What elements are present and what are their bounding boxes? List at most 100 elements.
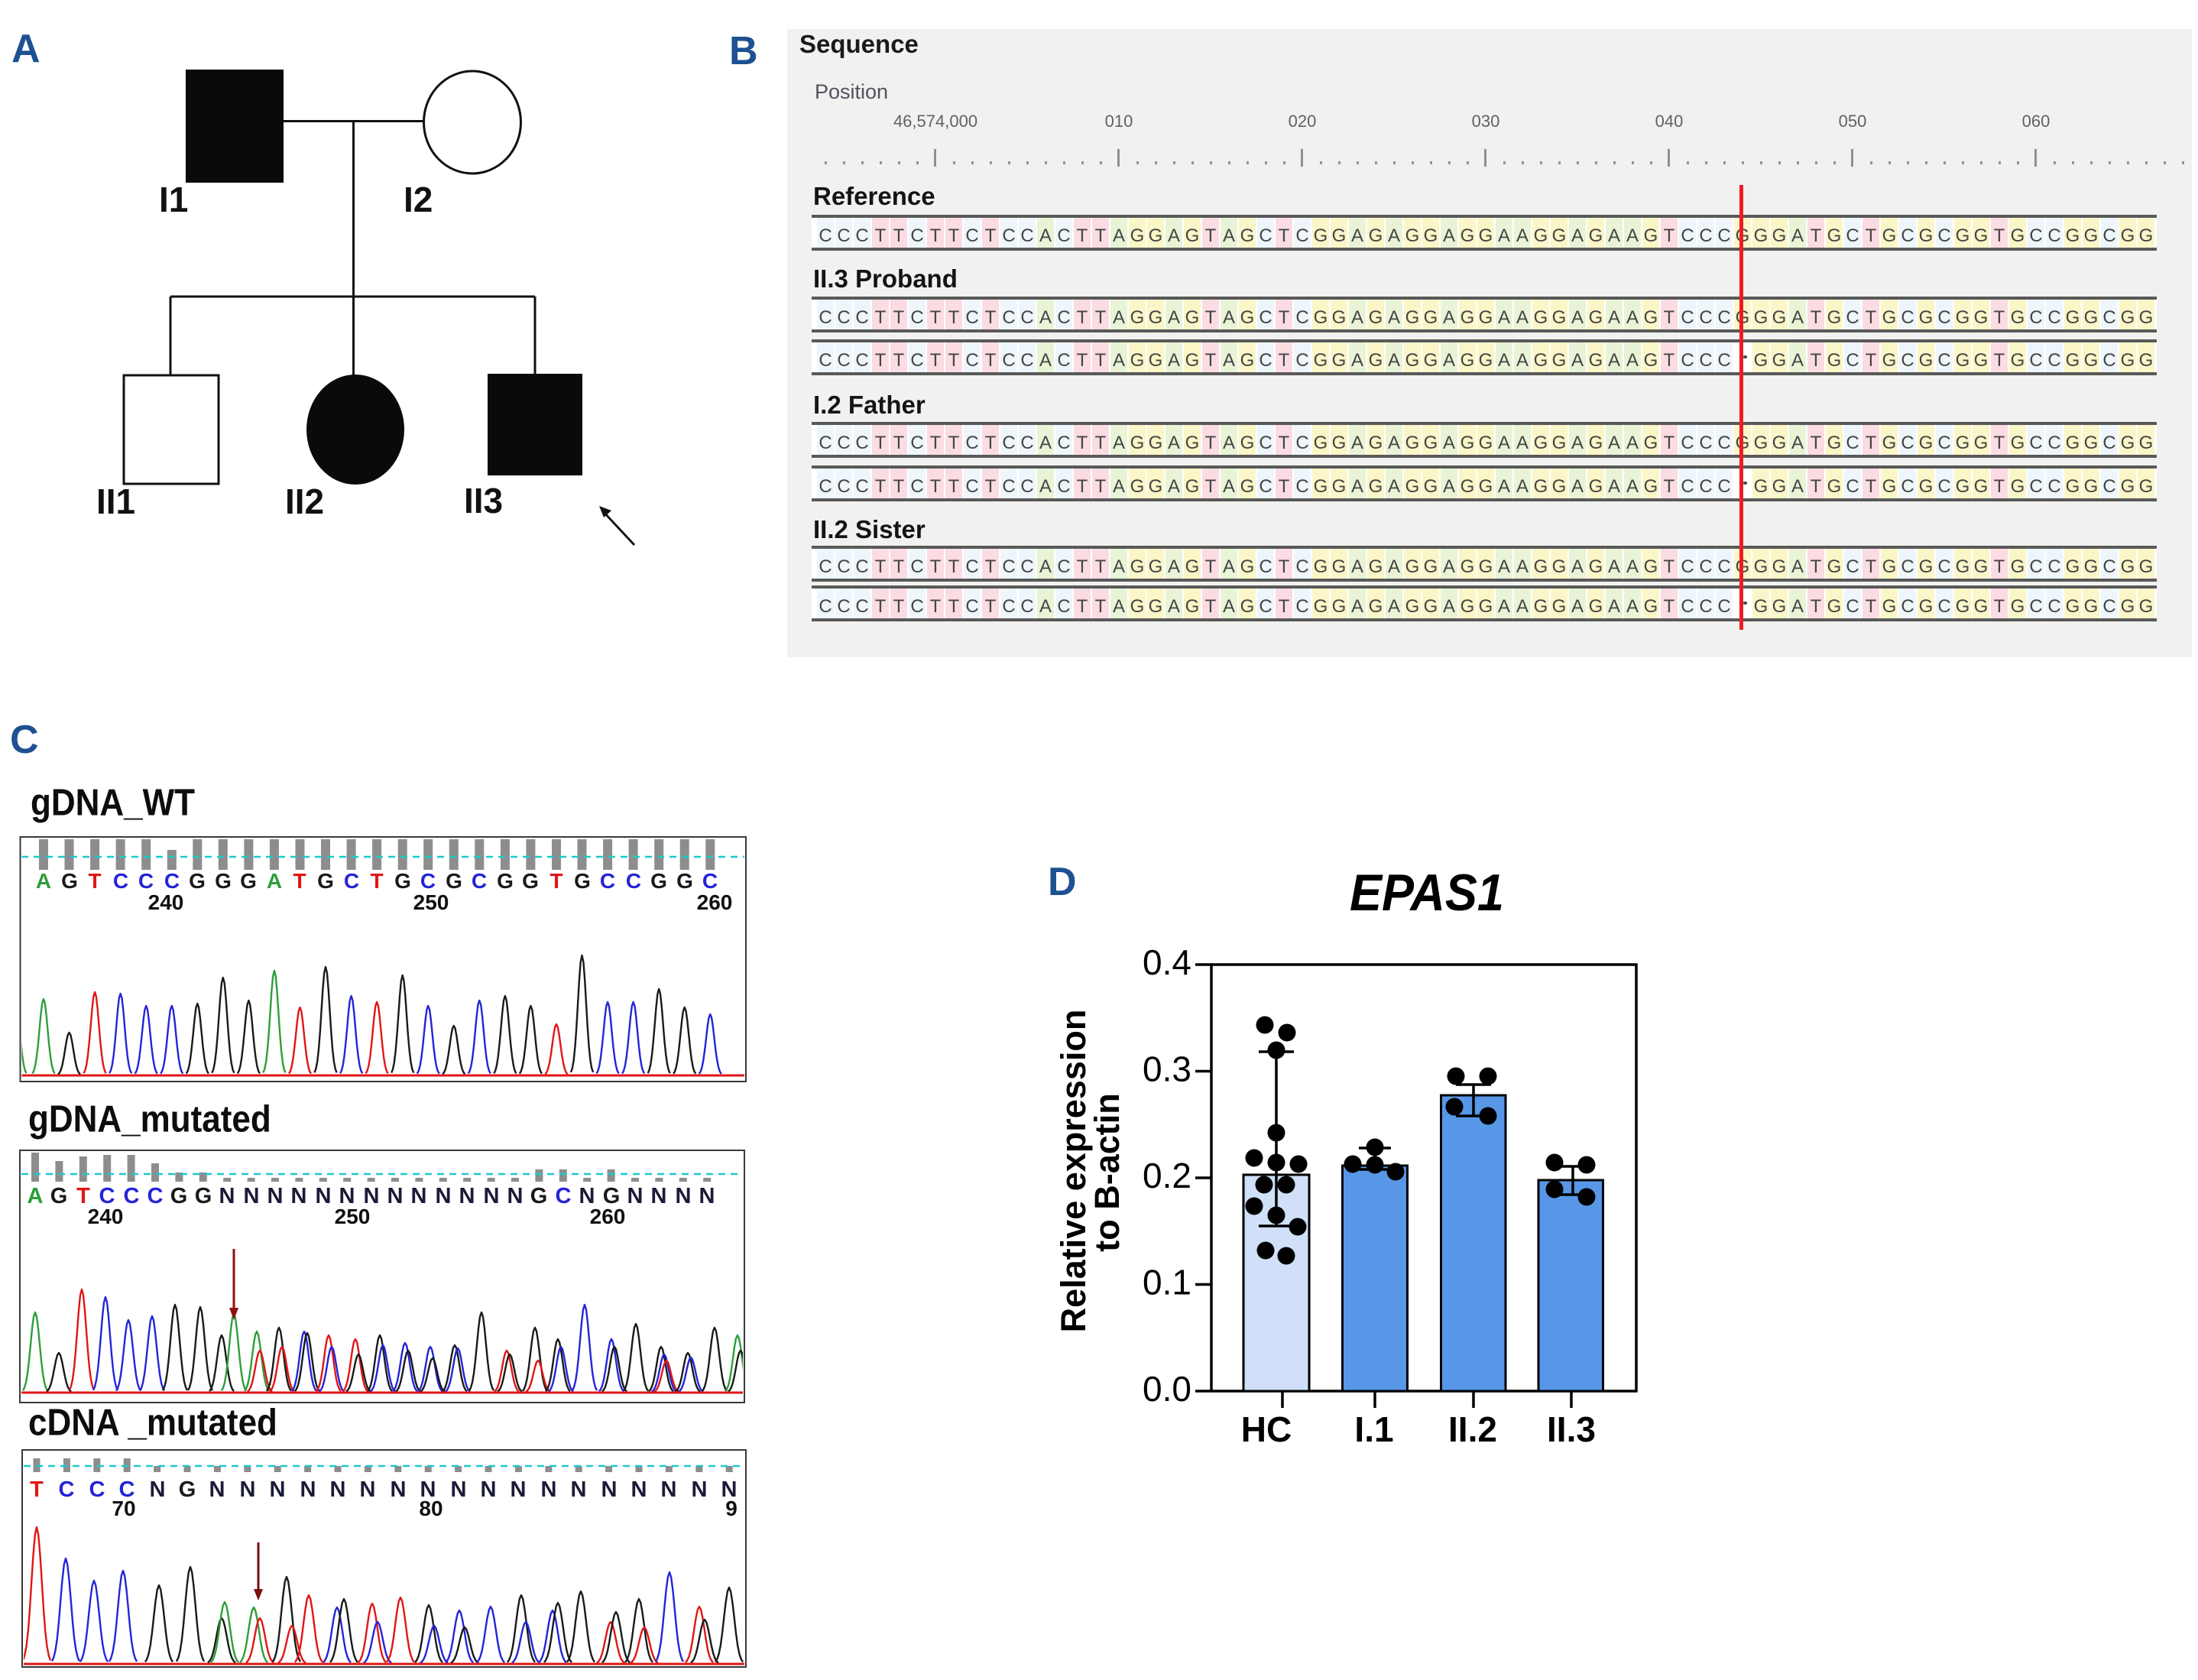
- svg-text:N: N: [240, 1477, 256, 1502]
- svg-text:G: G: [189, 869, 206, 893]
- svg-text:N: N: [219, 1184, 235, 1208]
- svg-text:N: N: [150, 1477, 166, 1502]
- svg-text:C: C: [89, 1477, 105, 1502]
- svg-text:N: N: [507, 1184, 524, 1208]
- svg-text:EPAS1: EPAS1: [1350, 864, 1504, 921]
- svg-text:N: N: [244, 1184, 260, 1208]
- svg-text:G: G: [650, 869, 667, 893]
- svg-text:N: N: [411, 1184, 427, 1208]
- svg-text:N: N: [391, 1477, 407, 1502]
- svg-text:C: C: [420, 869, 436, 893]
- svg-text:C: C: [113, 869, 128, 893]
- svg-text:G: G: [170, 1184, 188, 1208]
- svg-text:N: N: [420, 1477, 436, 1502]
- svg-text:I1: I1: [159, 180, 188, 219]
- svg-text:C: C: [600, 869, 615, 893]
- svg-text:T: T: [370, 869, 383, 893]
- svg-text:G: G: [195, 1184, 212, 1208]
- svg-text:C: C: [344, 869, 359, 893]
- svg-text:N: N: [316, 1184, 332, 1208]
- svg-text:N: N: [451, 1477, 467, 1502]
- svg-text:D: D: [1048, 860, 1077, 904]
- svg-text:II1: II1: [96, 482, 135, 521]
- svg-text:B: B: [729, 29, 758, 73]
- svg-text:N: N: [300, 1477, 316, 1502]
- svg-text:C: C: [164, 869, 180, 893]
- svg-text:T: T: [88, 869, 101, 893]
- svg-text:N: N: [511, 1477, 527, 1502]
- svg-text:HC: HC: [1241, 1409, 1292, 1449]
- svg-text:N: N: [541, 1477, 557, 1502]
- svg-text:A: A: [3, 869, 18, 893]
- svg-text:T: T: [30, 1477, 44, 1502]
- svg-text:N: N: [330, 1477, 346, 1502]
- svg-text:C: C: [99, 1184, 115, 1208]
- svg-text:N: N: [481, 1477, 497, 1502]
- svg-text:N: N: [459, 1184, 475, 1208]
- svg-text:N: N: [267, 1184, 284, 1208]
- svg-text:gDNA_WT: gDNA_WT: [31, 781, 195, 823]
- svg-text:to B-actin: to B-actin: [1088, 1093, 1127, 1252]
- svg-text:II.2: II.2: [1448, 1409, 1497, 1449]
- svg-text:II2: II2: [285, 482, 324, 521]
- svg-text:G: G: [179, 1477, 196, 1502]
- svg-text:C: C: [124, 1184, 140, 1208]
- svg-text:T: T: [76, 1184, 90, 1208]
- svg-text:G: G: [497, 869, 514, 893]
- svg-text:C: C: [626, 869, 641, 893]
- svg-text:260: 260: [697, 890, 733, 914]
- svg-text:C: C: [472, 869, 487, 893]
- svg-text:C: C: [59, 1477, 75, 1502]
- svg-text:A: A: [36, 869, 51, 893]
- svg-text:G: G: [215, 869, 232, 893]
- svg-text:G: G: [676, 869, 693, 893]
- svg-text:N: N: [484, 1184, 500, 1208]
- svg-text:250: 250: [335, 1205, 371, 1228]
- svg-text:250: 250: [413, 890, 449, 914]
- svg-text:G: G: [317, 869, 334, 893]
- svg-text:G: G: [574, 869, 591, 893]
- svg-text:N: N: [699, 1184, 715, 1208]
- svg-text:N: N: [631, 1477, 647, 1502]
- svg-text:240: 240: [88, 1205, 124, 1228]
- svg-text:T: T: [293, 869, 306, 893]
- svg-text:N: N: [579, 1184, 595, 1208]
- svg-text:C: C: [556, 1184, 572, 1208]
- svg-text:G: G: [50, 1184, 68, 1208]
- svg-text:0.0: 0.0: [1143, 1369, 1191, 1409]
- svg-text:260: 260: [590, 1205, 626, 1228]
- svg-text:0.2: 0.2: [1143, 1156, 1191, 1195]
- svg-text:N: N: [661, 1477, 677, 1502]
- svg-text:0.4: 0.4: [1143, 942, 1191, 982]
- svg-text:9: 9: [725, 1497, 738, 1520]
- svg-text:G: G: [603, 1184, 621, 1208]
- svg-text:G: G: [522, 869, 539, 893]
- svg-text:N: N: [692, 1477, 708, 1502]
- svg-text:Relative expression: Relative expression: [1054, 1010, 1093, 1333]
- svg-text:G: G: [61, 869, 78, 893]
- svg-text:C: C: [138, 869, 154, 893]
- svg-text:C: C: [119, 1477, 135, 1502]
- svg-text:G: G: [446, 869, 462, 893]
- svg-text:N: N: [627, 1184, 644, 1208]
- svg-text:II.3: II.3: [1547, 1409, 1596, 1449]
- svg-text:N: N: [339, 1184, 355, 1208]
- svg-text:N: N: [291, 1184, 307, 1208]
- svg-text:A: A: [267, 869, 282, 893]
- svg-text:G: G: [394, 869, 411, 893]
- svg-text:cDNA _mutated: cDNA _mutated: [28, 1401, 277, 1443]
- svg-text:N: N: [721, 1477, 738, 1502]
- svg-text:II3: II3: [464, 481, 503, 521]
- svg-text:C: C: [702, 869, 718, 893]
- svg-text:N: N: [571, 1477, 587, 1502]
- svg-text:A: A: [28, 1184, 44, 1208]
- svg-text:N: N: [651, 1184, 667, 1208]
- svg-text:gDNA_mutated: gDNA_mutated: [28, 1098, 271, 1140]
- svg-text:240: 240: [148, 890, 184, 914]
- svg-text:N: N: [676, 1184, 692, 1208]
- svg-text:N: N: [270, 1477, 286, 1502]
- svg-text:G: G: [530, 1184, 548, 1208]
- svg-text:C: C: [10, 718, 39, 762]
- svg-text:I.1: I.1: [1354, 1409, 1393, 1449]
- svg-text:I2: I2: [404, 180, 433, 219]
